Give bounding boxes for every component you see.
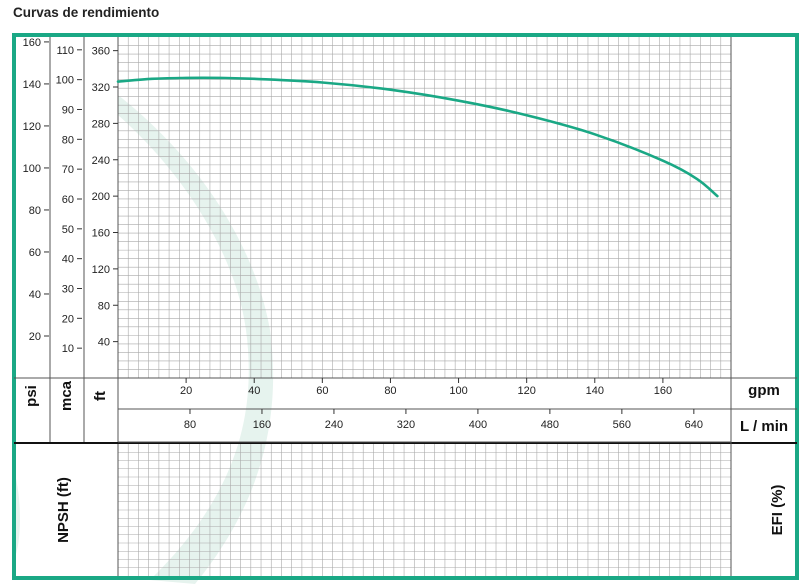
x-tick-label-lpm: 240 bbox=[325, 419, 343, 431]
y-tick-label: 200 bbox=[92, 191, 110, 203]
x-tick-label-gpm: 160 bbox=[654, 385, 672, 397]
y-axis-title-ft: ft bbox=[92, 391, 109, 401]
y-tick-label: 320 bbox=[92, 82, 110, 94]
outer-frame bbox=[12, 33, 799, 580]
y-tick-label: 160 bbox=[92, 228, 110, 240]
y-tick-label: 10 bbox=[62, 343, 74, 355]
x-tick-label-gpm: 20 bbox=[180, 385, 192, 397]
watermark-shape bbox=[14, 95, 274, 584]
x-tick-label-gpm: 100 bbox=[449, 385, 467, 397]
npsh-label: NPSH (ft) bbox=[55, 477, 72, 543]
x-axis-title-gpm: gpm bbox=[748, 382, 780, 399]
y-tick-label: 50 bbox=[62, 224, 74, 236]
y-tick-label: 120 bbox=[23, 121, 41, 133]
x-tick-label-lpm: 640 bbox=[685, 419, 703, 431]
x-tick-label-lpm: 560 bbox=[613, 419, 631, 431]
y-tick-label: 20 bbox=[62, 313, 74, 325]
x-axis-title-lpm: L / min bbox=[740, 418, 788, 435]
y-tick-label: 40 bbox=[29, 289, 41, 301]
x-tick-label-gpm: 40 bbox=[248, 385, 260, 397]
chart-grid bbox=[118, 37, 731, 576]
chart-axes: 20 40 60 80 100 120 140 160 10 20 30 40 50 60 70 80 90 10… bbox=[23, 37, 703, 431]
x-tick-label-lpm: 160 bbox=[253, 419, 271, 431]
y-tick-label: 30 bbox=[62, 283, 74, 295]
y-axis-title-psi: psi bbox=[23, 385, 40, 407]
y-tick-label: 80 bbox=[29, 205, 41, 217]
y-tick-label: 140 bbox=[23, 79, 41, 91]
y-tick-label: 40 bbox=[98, 337, 110, 349]
chart-title: Curvas de rendimiento bbox=[13, 5, 160, 20]
axis-labels: psi mca ft gpm L / min NPSH (ft) EFI (%) bbox=[23, 380, 788, 543]
chart-frame bbox=[12, 33, 799, 580]
performance-curve bbox=[116, 76, 719, 198]
x-tick-label-gpm: 60 bbox=[316, 385, 328, 397]
x-tick-label-gpm: 120 bbox=[517, 385, 535, 397]
x-tick-label-lpm: 480 bbox=[541, 419, 559, 431]
y-tick-label: 280 bbox=[92, 118, 110, 130]
y-tick-label: 100 bbox=[56, 75, 74, 87]
y-tick-label: 60 bbox=[29, 247, 41, 259]
y-tick-label: 60 bbox=[62, 194, 74, 206]
y-tick-label: 80 bbox=[62, 134, 74, 146]
y-tick-label: 80 bbox=[98, 300, 110, 312]
y-tick-label: 40 bbox=[62, 254, 74, 266]
series-layer bbox=[116, 76, 719, 198]
y-tick-label: 240 bbox=[92, 155, 110, 167]
y-tick-label: 160 bbox=[23, 37, 41, 49]
y-tick-label: 120 bbox=[92, 264, 110, 276]
x-tick-label-gpm: 140 bbox=[586, 385, 604, 397]
x-tick-label-lpm: 400 bbox=[469, 419, 487, 431]
y-axis-title-mca: mca bbox=[58, 380, 75, 411]
y-tick-label: 360 bbox=[92, 46, 110, 58]
y-tick-label: 110 bbox=[56, 45, 74, 57]
x-tick-label-lpm: 320 bbox=[397, 419, 415, 431]
watermark-swoosh bbox=[118, 95, 274, 584]
x-tick-label-gpm: 80 bbox=[384, 385, 396, 397]
y-tick-label: 90 bbox=[62, 104, 74, 116]
x-tick-label-lpm: 80 bbox=[184, 419, 196, 431]
y-tick-label: 20 bbox=[29, 331, 41, 343]
y-tick-label: 70 bbox=[62, 164, 74, 176]
y-tick-label: 100 bbox=[23, 163, 41, 175]
efficiency-label: EFI (%) bbox=[769, 485, 786, 536]
